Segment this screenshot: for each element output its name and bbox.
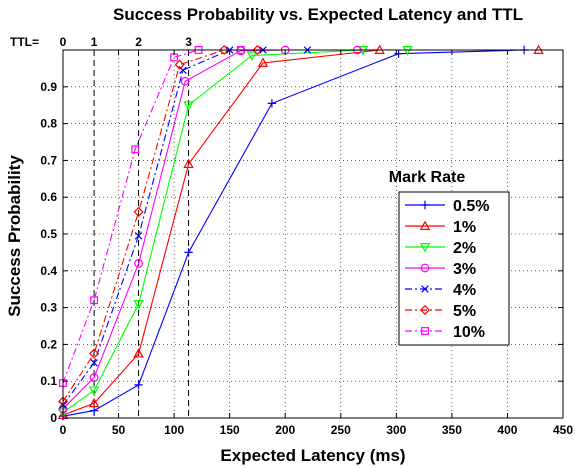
legend-label: 3% xyxy=(453,261,476,278)
data-point xyxy=(134,380,143,390)
data-point xyxy=(88,386,100,396)
data-point xyxy=(183,101,194,111)
x-tick-label: 200 xyxy=(275,423,295,437)
data-point xyxy=(134,232,143,240)
x-axis-label: Expected Latency (ms) xyxy=(220,446,405,465)
x-tick-label: 400 xyxy=(497,423,517,437)
legend-label: 4% xyxy=(453,282,476,299)
data-point xyxy=(421,285,429,293)
data-point xyxy=(180,76,190,86)
ttl-axis-label: TTL= xyxy=(10,35,39,49)
data-point xyxy=(420,200,430,210)
y-tick-label: 0.4 xyxy=(40,264,57,278)
x-tick-label: 100 xyxy=(164,423,184,437)
data-point xyxy=(246,51,258,61)
y-tick-label: 0.5 xyxy=(40,227,57,241)
y-tick-label: 0.7 xyxy=(40,153,57,167)
data-point xyxy=(394,49,403,58)
legend-label: 1% xyxy=(453,219,476,236)
x-tick-label: 250 xyxy=(331,423,351,437)
legend-title: Mark Rate xyxy=(389,169,466,186)
data-point xyxy=(90,296,99,305)
legend-label: 10% xyxy=(453,324,485,341)
data-point xyxy=(421,327,429,335)
ttl-tick-label: 0 xyxy=(60,35,67,49)
legend-label: 5% xyxy=(453,303,476,320)
x-tick-label: 50 xyxy=(112,423,126,437)
data-point xyxy=(133,299,144,310)
legend-label: 2% xyxy=(453,240,476,257)
data-point xyxy=(419,243,431,253)
data-point xyxy=(89,348,100,359)
x-tick-label: 350 xyxy=(442,423,462,437)
data-point xyxy=(420,263,430,273)
data-point xyxy=(88,397,100,408)
y-tick-label: 0.6 xyxy=(40,190,57,204)
data-point xyxy=(419,304,431,316)
data-point xyxy=(133,348,144,358)
y-tick-label: 0.3 xyxy=(40,301,57,315)
chart-title: Success Probability vs. Expected Latency… xyxy=(113,5,523,24)
x-tick-label: 0 xyxy=(60,423,67,437)
x-tick-label: 300 xyxy=(386,423,406,437)
y-tick-label: 0 xyxy=(50,411,57,425)
data-point xyxy=(219,44,230,56)
legend-label: 0.5% xyxy=(453,198,489,215)
data-point xyxy=(89,406,99,415)
x-tick-label: 450 xyxy=(553,423,573,437)
y-tick-label: 0.1 xyxy=(40,374,57,388)
data-point xyxy=(419,220,431,230)
data-point xyxy=(90,359,98,367)
data-point xyxy=(131,145,140,154)
data-point xyxy=(252,44,263,56)
x-tick-label: 150 xyxy=(220,423,240,437)
data-point xyxy=(134,259,143,268)
plot-area: 0 50 100 150 200 250 300 350 400 450 0 0.1 0.2 0.3 0.4… xyxy=(40,35,573,437)
data-point xyxy=(267,99,277,108)
ttl-tick-label: 3 xyxy=(185,35,192,49)
y-tick-label: 0.9 xyxy=(40,80,57,94)
y-axis-label: Success Probability xyxy=(5,155,24,317)
ttl-tick-label: 1 xyxy=(91,35,98,49)
data-point xyxy=(257,57,269,67)
data-point xyxy=(89,373,99,382)
ttl-tick-label: 2 xyxy=(135,35,142,49)
data-point xyxy=(184,248,193,257)
data-point xyxy=(133,206,144,217)
data-point xyxy=(183,158,194,169)
data-point xyxy=(174,59,185,70)
y-tick-label: 0.8 xyxy=(40,117,57,131)
y-tick-label: 0.2 xyxy=(40,337,57,351)
